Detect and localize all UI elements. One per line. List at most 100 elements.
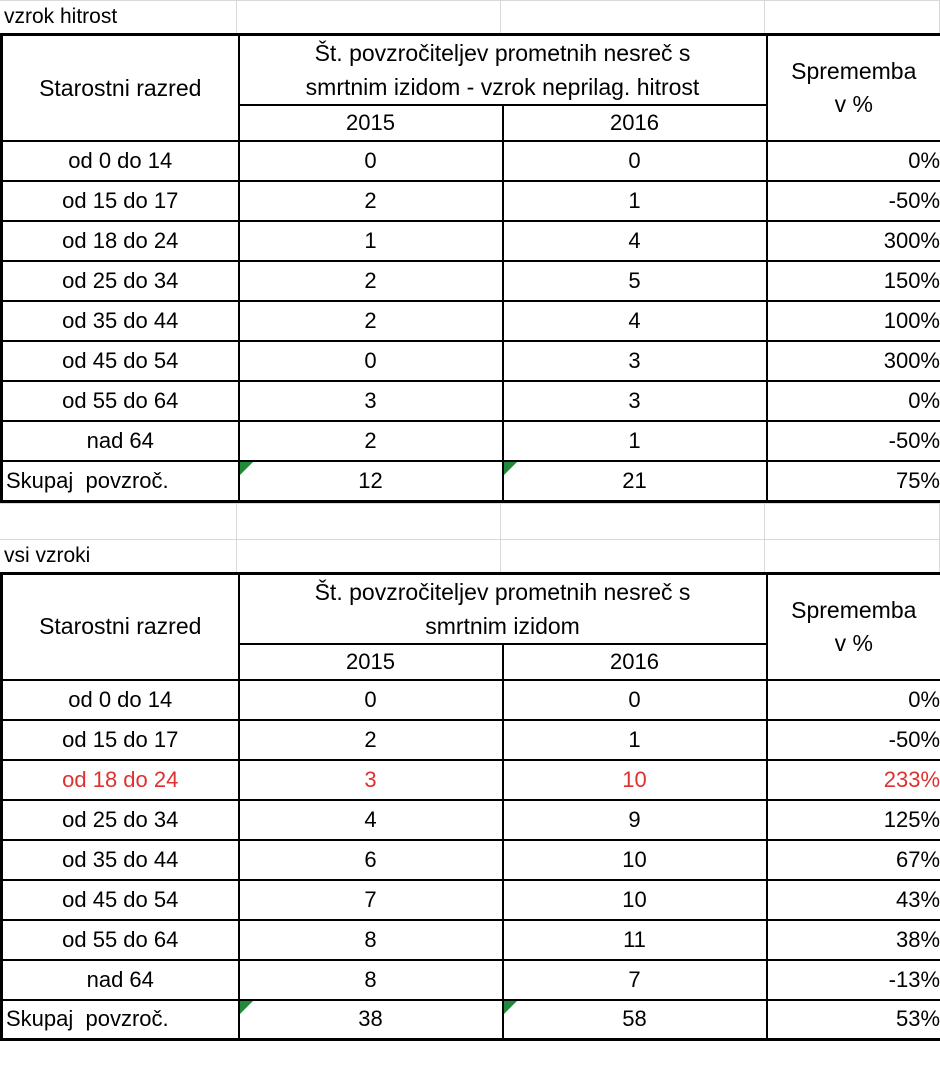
value-2015-cell[interactable]: 8 <box>237 958 504 1001</box>
age-class-cell[interactable]: od 15 do 17 <box>0 180 240 222</box>
table-row: od 55 do 64 3 3 0% <box>0 380 940 422</box>
age-class-cell[interactable]: od 45 do 54 <box>0 878 240 921</box>
value-2015-cell[interactable]: 0 <box>237 140 504 182</box>
value-2016-cell[interactable]: 4 <box>501 220 768 262</box>
year-2015-header-cell[interactable]: 2015 <box>237 642 504 681</box>
year-2016-header-cell[interactable]: 2016 <box>501 104 768 142</box>
value-2016-cell[interactable]: 9 <box>501 798 768 841</box>
change-cell[interactable]: -13% <box>765 958 940 1001</box>
table1-caption-cell[interactable]: vzrok hitrost <box>0 1 237 33</box>
table-row: od 35 do 44 6 10 67% <box>0 838 940 881</box>
value-2015-cell[interactable]: 2 <box>237 420 504 462</box>
value-2016-cell[interactable]: 0 <box>501 678 768 721</box>
span-header-cell[interactable]: Št. povzročiteljev prometnih nesreč s sm… <box>237 33 768 106</box>
value-2015-cell[interactable]: 2 <box>237 718 504 761</box>
value-2015-cell[interactable]: 4 <box>237 798 504 841</box>
value-2016-cell[interactable]: 1 <box>501 180 768 222</box>
value-2016-cell[interactable]: 1 <box>501 420 768 462</box>
change-cell[interactable]: 0% <box>765 678 940 721</box>
change-cell[interactable]: 233% <box>765 758 940 801</box>
change-cell[interactable]: 150% <box>765 260 940 302</box>
change-cell[interactable]: 43% <box>765 878 940 921</box>
error-indicator-icon <box>240 1001 253 1014</box>
change-header-cell[interactable]: Sprememba v % <box>765 33 940 142</box>
value-2016-cell[interactable]: 0 <box>501 140 768 182</box>
value-2015-cell[interactable]: 0 <box>237 340 504 382</box>
span-header-cell[interactable]: Št. povzročiteljev prometnih nesreč s sm… <box>237 572 768 645</box>
change-cell[interactable]: 300% <box>765 220 940 262</box>
change-cell[interactable]: 0% <box>765 140 940 182</box>
age-class-cell[interactable]: nad 64 <box>0 958 240 1001</box>
change-cell[interactable]: -50% <box>765 180 940 222</box>
value-2016-cell[interactable]: 7 <box>501 958 768 1001</box>
empty-grid-cell[interactable] <box>237 1 501 33</box>
value-2015-cell[interactable]: 0 <box>237 678 504 721</box>
total-change-cell[interactable]: 75% <box>765 460 940 502</box>
age-class-cell[interactable]: od 55 do 64 <box>0 918 240 961</box>
value-2016-cell[interactable]: 1 <box>501 718 768 761</box>
total-label-cell[interactable]: Skupaj povzroč. <box>0 460 240 502</box>
age-class-cell[interactable]: od 45 do 54 <box>0 340 240 382</box>
total-2016-value: 21 <box>622 467 647 493</box>
empty-grid-cell[interactable] <box>0 503 237 539</box>
value-2016-cell[interactable]: 11 <box>501 918 768 961</box>
change-cell[interactable]: 300% <box>765 340 940 382</box>
total-2016-cell[interactable]: 21 <box>501 460 768 502</box>
value-2015-cell[interactable]: 2 <box>237 260 504 302</box>
table-row: od 25 do 34 4 9 125% <box>0 798 940 841</box>
change-cell[interactable]: -50% <box>765 420 940 462</box>
empty-grid-cell[interactable] <box>765 1 940 33</box>
age-class-cell[interactable]: od 25 do 34 <box>0 798 240 841</box>
table2-caption-cell[interactable]: vsi vzroki <box>0 539 237 572</box>
age-class-cell[interactable]: od 0 do 14 <box>0 140 240 182</box>
change-cell[interactable]: 100% <box>765 300 940 342</box>
empty-grid-cell[interactable] <box>237 539 501 572</box>
age-class-header-cell[interactable]: Starostni razred <box>0 33 240 142</box>
value-2016-cell[interactable]: 3 <box>501 340 768 382</box>
value-2015-cell[interactable]: 6 <box>237 838 504 881</box>
value-2015-cell[interactable]: 7 <box>237 878 504 921</box>
age-class-cell[interactable]: od 15 do 17 <box>0 718 240 761</box>
value-2016-cell[interactable]: 10 <box>501 838 768 881</box>
value-2015-cell[interactable]: 2 <box>237 180 504 222</box>
year-2015-header-cell[interactable]: 2015 <box>237 104 504 142</box>
change-cell[interactable]: -50% <box>765 718 940 761</box>
total-2015-cell[interactable]: 38 <box>237 998 504 1041</box>
total-change-cell[interactable]: 53% <box>765 998 940 1041</box>
total-2015-cell[interactable]: 12 <box>237 460 504 502</box>
change-cell[interactable]: 67% <box>765 838 940 881</box>
age-class-cell[interactable]: od 0 do 14 <box>0 678 240 721</box>
total-2016-cell[interactable]: 58 <box>501 998 768 1041</box>
change-header-cell[interactable]: Sprememba v % <box>765 572 940 681</box>
empty-grid-cell[interactable] <box>765 503 940 539</box>
age-class-cell[interactable]: nad 64 <box>0 420 240 462</box>
empty-grid-cell[interactable] <box>501 1 765 33</box>
year-2016-header-cell[interactable]: 2016 <box>501 642 768 681</box>
change-cell[interactable]: 0% <box>765 380 940 422</box>
empty-grid-cell[interactable] <box>237 503 501 539</box>
age-class-cell[interactable]: od 25 do 34 <box>0 260 240 302</box>
value-2016-cell[interactable]: 3 <box>501 380 768 422</box>
change-cell[interactable]: 38% <box>765 918 940 961</box>
caption-row-speed: vzrok hitrost <box>0 0 940 33</box>
value-2015-cell[interactable]: 3 <box>237 380 504 422</box>
value-2015-cell[interactable]: 2 <box>237 300 504 342</box>
age-class-cell[interactable]: od 35 do 44 <box>0 838 240 881</box>
value-2015-cell[interactable]: 3 <box>237 758 504 801</box>
value-2015-cell[interactable]: 8 <box>237 918 504 961</box>
age-class-cell[interactable]: od 55 do 64 <box>0 380 240 422</box>
empty-grid-cell[interactable] <box>501 503 765 539</box>
age-class-header-cell[interactable]: Starostni razred <box>0 572 240 681</box>
age-class-cell[interactable]: od 35 do 44 <box>0 300 240 342</box>
value-2016-cell[interactable]: 5 <box>501 260 768 302</box>
age-class-cell[interactable]: od 18 do 24 <box>0 220 240 262</box>
value-2016-cell[interactable]: 10 <box>501 878 768 921</box>
total-label-cell[interactable]: Skupaj povzroč. <box>0 998 240 1041</box>
empty-grid-cell[interactable] <box>765 539 940 572</box>
empty-grid-cell[interactable] <box>501 539 765 572</box>
value-2016-cell[interactable]: 10 <box>501 758 768 801</box>
value-2015-cell[interactable]: 1 <box>237 220 504 262</box>
change-cell[interactable]: 125% <box>765 798 940 841</box>
age-class-cell[interactable]: od 18 do 24 <box>0 758 240 801</box>
value-2016-cell[interactable]: 4 <box>501 300 768 342</box>
